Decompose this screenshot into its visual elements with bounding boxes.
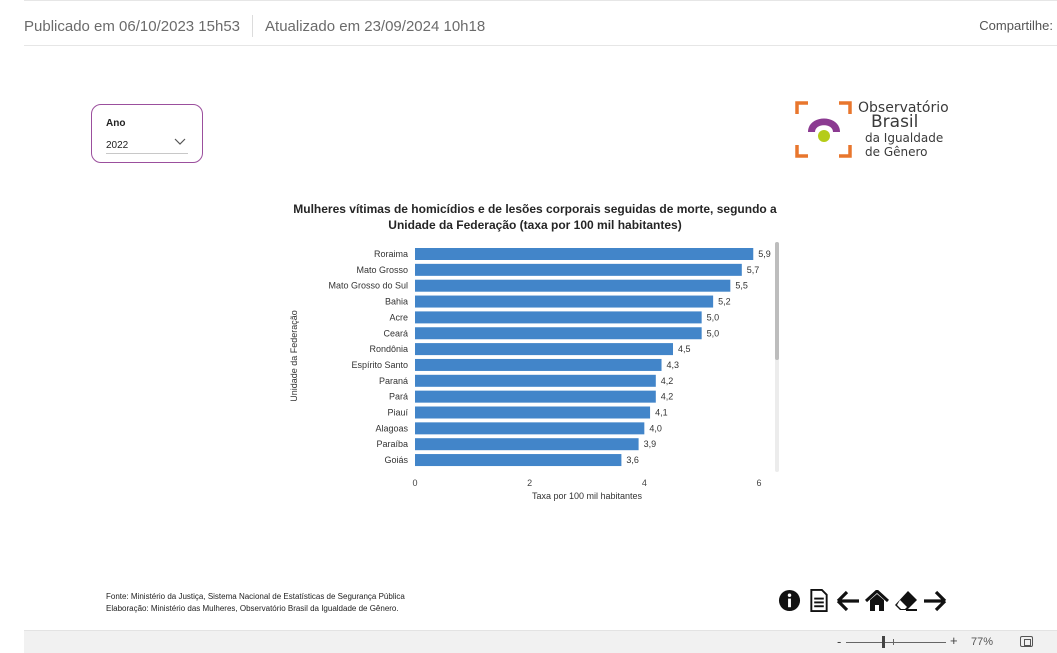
category-label: Acre [389,312,408,322]
data-label: 4,5 [678,344,691,354]
year-dropdown[interactable]: 2022 [106,136,188,154]
data-label: 5,7 [747,265,760,275]
credits-line: Elaboração: Ministério das Mulheres, Obs… [106,604,399,613]
category-label: Paraíba [376,439,408,449]
data-label: 4,1 [655,408,668,418]
bar [415,358,662,371]
x-tick-label: 6 [756,478,761,488]
category-label: Paraná [379,376,408,386]
scrollbar-thumb [775,242,779,360]
bar [415,263,742,276]
year-slicer-label: Ano [106,118,126,129]
data-label: 4,2 [661,376,674,386]
category-label: Mato Grosso do Sul [328,281,408,291]
category-label: Pará [389,392,408,402]
data-label: 5,9 [758,249,771,259]
zoom-in-button[interactable]: + [950,633,958,648]
x-tick-label: 2 [527,478,532,488]
data-label: 3,9 [644,439,657,449]
category-label: Rondônia [369,344,408,354]
data-label: 4,0 [649,423,662,433]
publication-meta: Publicado em 06/10/2023 15h53 Atualizado… [24,15,485,37]
published-date: Publicado em 06/10/2023 15h53 [24,17,241,35]
data-label: 3,6 [626,455,639,465]
arrow-left-icon[interactable] [835,588,860,613]
data-label: 4,3 [667,360,680,370]
category-label: Bahia [385,297,408,307]
data-label: 4,2 [661,392,674,402]
home-icon[interactable] [864,588,889,613]
year-dropdown-value: 2022 [106,140,129,151]
year-slicer: Ano 2022 [91,104,203,163]
updated-date: Atualizado em 23/09/2024 10h18 [265,17,486,35]
bar [415,327,702,340]
source-note: Fonte: Ministério da Justiça, Sistema Na… [106,591,405,615]
bar [415,374,656,387]
category-label: Mato Grosso [356,265,408,275]
logo-text-line3: da Igualdade [865,131,944,145]
eraser-icon[interactable] [893,588,918,613]
arrow-right-icon[interactable] [922,588,947,613]
zoom-slider-tick [893,639,894,645]
zoom-slider-track[interactable] [846,642,946,643]
bar [415,279,731,292]
info-icon[interactable] [777,588,802,613]
observatorio-logo: Observatório Brasil da Igualdade de Gêne… [795,100,965,160]
chevron-down-icon [174,138,186,145]
category-label: Ceará [383,328,408,338]
bar [415,422,645,435]
share-label[interactable]: Compartilhe: [979,18,1053,33]
top-divider [24,0,1057,1]
category-label: Espírito Santo [351,360,408,370]
data-label: 5,0 [707,312,720,322]
meta-separator [252,15,254,37]
chart-title: Mulheres vítimas de homicídios e de lesõ… [293,202,777,232]
bar [415,390,656,403]
data-label: 5,2 [718,297,731,307]
category-label: Goiás [384,455,408,465]
bar [415,343,673,356]
x-axis-title: Taxa por 100 mil habitantes [531,491,643,501]
y-axis-title: Unidade da Federação [289,310,299,402]
zoom-level: 77% [971,636,994,648]
data-label: 5,0 [707,328,720,338]
source-line: Fonte: Ministério da Justiça, Sistema Na… [106,592,405,601]
category-label: Alagoas [375,423,408,433]
category-label: Piauí [387,408,408,418]
bar [415,311,702,324]
bar [415,406,651,419]
bar [415,295,714,308]
fit-to-page-icon[interactable] [1020,636,1033,647]
bar-chart: Roraima 5,9 Mato Grosso 5,7 Mato Grosso do S… [328,242,779,488]
x-tick-label: 0 [412,478,417,488]
logo-text-line4: de Gênero [865,145,928,159]
header-divider [24,45,1057,46]
zoom-slider-thumb[interactable] [882,636,885,648]
x-tick-label: 4 [642,478,647,488]
bar [415,438,639,451]
logo-mark-icon [795,101,852,158]
status-bar: - + 77% [24,630,1057,653]
data-label: 5,5 [735,281,748,291]
logo-text-line1: Observatório [858,100,949,116]
zoom-out-button[interactable]: - [837,634,842,649]
report-nav [777,588,947,613]
bar [415,454,622,467]
document-icon[interactable] [806,588,831,613]
bar [415,248,754,260]
logo-text-line2: Brasil [871,112,919,132]
category-label: Roraima [374,249,408,259]
